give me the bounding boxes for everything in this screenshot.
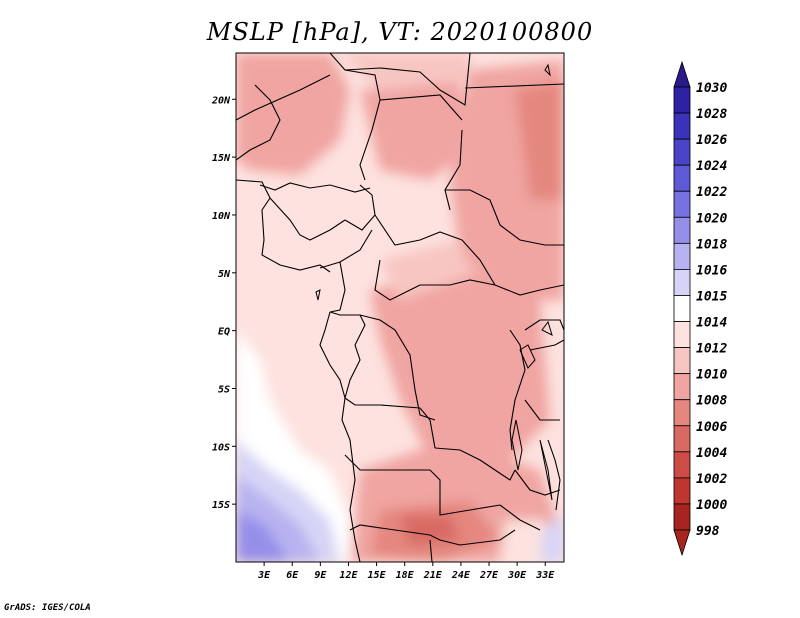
colorbar-label: 1024 bbox=[696, 159, 727, 174]
colorbar-segment bbox=[673, 347, 691, 375]
lon-tick-label: 33E bbox=[535, 570, 555, 581]
field-south-core bbox=[400, 515, 460, 545]
colorbar: 1030 1028 1026 1024 1022 1020 1018 1016 1015 1014… bbox=[673, 60, 727, 557]
colorbar-segment bbox=[673, 477, 691, 505]
latitude-axis: 20N 15N 10N 5N EQ 5S 10S 15S bbox=[211, 95, 236, 511]
lon-tick-label: 24E bbox=[451, 570, 471, 581]
colorbar-segment bbox=[673, 216, 691, 244]
colorbar-label: 1015 bbox=[696, 289, 727, 304]
colorbar-label: 1028 bbox=[696, 107, 727, 122]
colorbar-segment bbox=[673, 295, 691, 322]
colorbar-segment bbox=[673, 425, 691, 453]
colorbar-label: 1018 bbox=[696, 237, 727, 252]
lon-tick-label: 9E bbox=[314, 570, 327, 581]
country-borders bbox=[236, 53, 564, 562]
colorbar-label: 1014 bbox=[696, 316, 727, 331]
map-title: MSLP [hPa], VT: 2020100800 bbox=[206, 18, 594, 46]
colorbar-label: 1012 bbox=[696, 342, 727, 357]
colorbar-label: 1002 bbox=[696, 472, 727, 487]
lat-tick-label: 10S bbox=[212, 442, 230, 453]
colorbar-segment bbox=[673, 242, 691, 270]
colorbar-arrow-bottom bbox=[673, 529, 691, 557]
colorbar-label: 1006 bbox=[696, 420, 727, 435]
colorbar-label: 1030 bbox=[696, 81, 727, 96]
lat-tick-label: 5N bbox=[218, 269, 231, 280]
map-frame bbox=[235, 52, 565, 563]
lat-tick-label: 15S bbox=[212, 500, 230, 511]
lat-tick-label: 10N bbox=[212, 211, 231, 222]
colorbar-label: 1026 bbox=[696, 133, 727, 148]
colorbar-label: 1010 bbox=[696, 368, 727, 383]
lon-tick-label: 6E bbox=[286, 570, 299, 581]
colorbar-segment bbox=[673, 503, 691, 531]
field-se-light bbox=[500, 520, 545, 562]
field-central-north bbox=[380, 240, 470, 300]
colorbar-segment bbox=[673, 321, 691, 348]
lat-tick-label: EQ bbox=[218, 327, 230, 338]
field-nw-low bbox=[236, 53, 350, 175]
colorbar-segment bbox=[673, 269, 691, 296]
colorbar-label: 1016 bbox=[696, 263, 727, 278]
colorbar-arrow-top bbox=[673, 60, 691, 88]
field-north-strip bbox=[340, 53, 470, 90]
colorbar-segment bbox=[673, 399, 691, 427]
lon-tick-label: 3E bbox=[257, 570, 271, 581]
grads-credit: GrADS: IGES/COLA bbox=[4, 603, 91, 613]
lat-tick-label: 20N bbox=[211, 95, 231, 106]
field-east-deeper bbox=[515, 80, 564, 200]
lon-tick-label: 15E bbox=[368, 570, 387, 581]
lat-tick-label: 5S bbox=[218, 384, 230, 395]
lon-tick-label: 27E bbox=[479, 570, 499, 581]
field-atlantic-1018 bbox=[236, 510, 290, 562]
colorbar-label: 998 bbox=[696, 524, 720, 539]
lakes bbox=[315, 63, 553, 501]
colorbar-segment bbox=[673, 86, 691, 114]
colorbar-segment bbox=[673, 138, 691, 166]
longitude-axis: 3E 6E 9E 12E 15E 18E 21E 24E 27E 30E 33E bbox=[257, 562, 555, 581]
colorbar-label: 1022 bbox=[696, 185, 727, 200]
pressure-field bbox=[236, 53, 564, 562]
colorbar-segment bbox=[673, 190, 691, 218]
lon-tick-label: 18E bbox=[396, 570, 415, 581]
colorbar-label: 1000 bbox=[696, 498, 727, 513]
lon-tick-label: 12E bbox=[339, 570, 358, 581]
lat-tick-label: 15N bbox=[212, 153, 231, 164]
lon-tick-label: 30E bbox=[507, 570, 527, 581]
colorbar-segment bbox=[673, 373, 691, 401]
colorbar-label: 1020 bbox=[696, 211, 727, 226]
colorbar-segment bbox=[673, 112, 691, 140]
colorbar-segment bbox=[673, 451, 691, 479]
colorbar-label: 1008 bbox=[696, 394, 727, 409]
lon-tick-label: 21E bbox=[423, 570, 443, 581]
field-north-central bbox=[360, 80, 470, 180]
field-central-basin bbox=[370, 270, 550, 470]
colorbar-segment bbox=[673, 164, 691, 192]
colorbar-label: 1004 bbox=[696, 446, 727, 461]
